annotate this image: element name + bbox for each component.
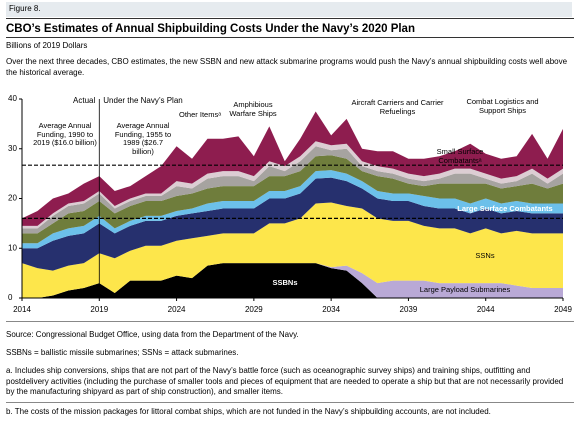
x-tick-label: 2049: [554, 305, 572, 314]
series-label-box: Aircraft Carriers and Carrier Refuelings: [351, 99, 444, 116]
title: CBO’s Estimates of Annual Shipbuilding C…: [6, 23, 415, 35]
y-tick-label: 30: [8, 144, 17, 153]
x-tick-label: 2014: [13, 305, 31, 314]
series-label: Combat Logistics and Support Ships: [466, 98, 539, 115]
annotation: Average Annual Funding, 1990 to 2019 ($1…: [33, 122, 97, 147]
x-tick-label: 2029: [245, 305, 263, 314]
area: [22, 202, 563, 298]
series-label: Large Surface Combatants: [457, 205, 553, 213]
area: [22, 263, 563, 298]
source: Source: Congressional Budget Office, usi…: [6, 330, 299, 339]
area: [22, 111, 563, 226]
y-tick-label: 0: [8, 293, 13, 302]
series-label-box: SSBNs: [272, 279, 298, 287]
divider-label: Actual: [73, 96, 95, 105]
subtitle: Billions of 2019 Dollars: [6, 41, 88, 50]
x-tick-label: 2024: [168, 305, 186, 314]
annotation-box: Average Annual Funding, 1990 to 2019 ($1…: [33, 122, 97, 147]
series-label: SSBNs: [272, 279, 298, 287]
x-tick-label: 2034: [322, 305, 340, 314]
series-label: Aircraft Carriers and Carrier Refuelings: [351, 99, 444, 116]
note: a. Includes ship conversions, ships that…: [6, 366, 564, 396]
annotation-box: Average Annual Funding, 1955 to 1989 ($2…: [114, 122, 172, 156]
figure-label: Figure 8.: [6, 2, 572, 17]
series-label: Small Surface Combatantsᵃ: [436, 148, 484, 165]
chart: 0 10 20 30 40 2014 2019 2024 2029 2034 2039 2044 204…: [8, 94, 572, 314]
x-tick-label: 2019: [90, 305, 108, 314]
y-tick-label: 20: [8, 194, 17, 203]
note: b. The costs of the mission packages for…: [6, 407, 491, 416]
description: Over the next three decades, CBO estimat…: [6, 57, 568, 77]
series-label: SSNs: [475, 252, 495, 260]
series-label-box: Other Itemsᵃ: [179, 111, 221, 119]
series-label-box: SSNs: [475, 252, 495, 260]
y-tick-label: 40: [8, 94, 17, 103]
annotation: Average Annual Funding, 1955 to 1989 ($2…: [114, 122, 172, 156]
series-label: Large Payload Submarines: [419, 286, 511, 294]
x-tick-label: 2044: [477, 305, 495, 314]
series-label: Other Itemsᵃ: [179, 111, 221, 119]
series-label-box: Large Surface Combatants: [457, 205, 553, 213]
area: [22, 263, 563, 298]
y-tick-label: 10: [8, 243, 17, 252]
series-label-box: Combat Logistics and Support Ships: [466, 98, 539, 115]
divider-label: Under the Navy’s Plan: [103, 96, 182, 105]
area: [22, 177, 563, 271]
series-label-box: Amphibious Warfare Ships: [229, 101, 277, 118]
series-label-box: Large Payload Submarines: [419, 286, 511, 294]
series-label: Amphibious Warfare Ships: [229, 101, 277, 118]
x-tick-label: 2039: [400, 305, 418, 314]
abbreviations: SSBNs = ballistic missile submarines; SS…: [6, 348, 239, 357]
series-label-box: Small Surface Combatantsᵃ: [436, 148, 484, 165]
